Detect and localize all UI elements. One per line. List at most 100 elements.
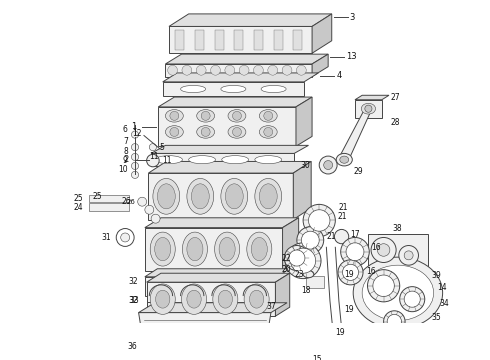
Ellipse shape xyxy=(218,290,232,308)
Text: 25: 25 xyxy=(93,192,102,201)
Polygon shape xyxy=(171,311,185,318)
Text: 15: 15 xyxy=(312,355,322,360)
Polygon shape xyxy=(163,73,318,82)
Circle shape xyxy=(284,246,309,271)
Polygon shape xyxy=(139,303,287,312)
Ellipse shape xyxy=(168,65,177,75)
Circle shape xyxy=(232,111,242,120)
Ellipse shape xyxy=(155,238,171,261)
Polygon shape xyxy=(163,82,304,96)
Text: 31: 31 xyxy=(101,233,111,242)
Circle shape xyxy=(131,162,139,170)
Text: 38: 38 xyxy=(392,224,402,233)
Ellipse shape xyxy=(215,232,240,266)
Polygon shape xyxy=(158,97,312,107)
Polygon shape xyxy=(339,109,372,158)
Ellipse shape xyxy=(225,65,235,75)
Circle shape xyxy=(343,264,359,280)
Circle shape xyxy=(291,248,316,273)
Ellipse shape xyxy=(150,284,175,314)
Ellipse shape xyxy=(187,179,214,214)
Ellipse shape xyxy=(361,103,375,114)
Text: 22: 22 xyxy=(282,255,291,264)
Ellipse shape xyxy=(340,156,349,163)
Polygon shape xyxy=(145,277,277,297)
Ellipse shape xyxy=(196,126,215,138)
Circle shape xyxy=(404,251,413,260)
Text: 1: 1 xyxy=(131,122,136,131)
Polygon shape xyxy=(166,64,312,77)
Ellipse shape xyxy=(166,126,183,138)
Circle shape xyxy=(301,231,319,249)
Ellipse shape xyxy=(157,184,175,209)
Ellipse shape xyxy=(268,65,278,75)
Circle shape xyxy=(373,275,394,297)
Polygon shape xyxy=(234,30,243,50)
Circle shape xyxy=(338,260,363,285)
Polygon shape xyxy=(145,218,298,228)
Ellipse shape xyxy=(353,257,442,329)
Text: 11: 11 xyxy=(162,156,172,165)
Ellipse shape xyxy=(259,109,277,122)
Circle shape xyxy=(232,127,242,136)
Circle shape xyxy=(151,214,160,223)
Polygon shape xyxy=(283,218,298,271)
Circle shape xyxy=(170,111,179,120)
Text: 7: 7 xyxy=(123,137,128,146)
Ellipse shape xyxy=(251,238,268,261)
Polygon shape xyxy=(224,311,239,318)
Circle shape xyxy=(131,144,139,151)
Polygon shape xyxy=(275,273,290,316)
Ellipse shape xyxy=(213,284,238,314)
Circle shape xyxy=(170,127,179,136)
Polygon shape xyxy=(158,107,296,146)
Ellipse shape xyxy=(239,65,249,75)
Circle shape xyxy=(147,154,159,167)
Circle shape xyxy=(399,246,418,265)
Circle shape xyxy=(145,205,154,214)
Text: 25: 25 xyxy=(74,194,83,203)
Polygon shape xyxy=(145,269,290,277)
Polygon shape xyxy=(296,97,312,146)
Circle shape xyxy=(289,250,305,266)
Circle shape xyxy=(324,161,333,170)
Text: 2: 2 xyxy=(123,155,129,164)
Circle shape xyxy=(387,314,401,329)
Circle shape xyxy=(368,270,400,302)
Text: 29: 29 xyxy=(353,167,363,176)
Text: 19: 19 xyxy=(335,328,345,337)
Polygon shape xyxy=(166,54,328,64)
Ellipse shape xyxy=(253,65,263,75)
Polygon shape xyxy=(368,234,428,271)
Polygon shape xyxy=(175,30,184,50)
Polygon shape xyxy=(148,173,294,220)
Text: 14: 14 xyxy=(437,283,447,292)
Ellipse shape xyxy=(336,153,352,166)
Circle shape xyxy=(264,111,273,120)
Circle shape xyxy=(116,229,134,246)
Circle shape xyxy=(371,238,396,262)
Text: 28: 28 xyxy=(391,118,400,127)
Text: 21: 21 xyxy=(326,232,336,241)
Ellipse shape xyxy=(222,156,248,164)
Polygon shape xyxy=(147,282,275,316)
Polygon shape xyxy=(151,145,309,153)
Polygon shape xyxy=(273,30,283,50)
Ellipse shape xyxy=(244,284,269,314)
Circle shape xyxy=(285,243,321,279)
Ellipse shape xyxy=(219,238,235,261)
Ellipse shape xyxy=(228,126,246,138)
Ellipse shape xyxy=(196,109,215,122)
Circle shape xyxy=(319,156,337,174)
Text: 32: 32 xyxy=(128,277,138,286)
Polygon shape xyxy=(147,273,290,282)
Circle shape xyxy=(384,311,405,332)
Ellipse shape xyxy=(153,179,180,214)
Ellipse shape xyxy=(166,109,183,122)
Text: 19: 19 xyxy=(344,270,354,279)
Text: 21: 21 xyxy=(339,203,348,212)
Text: 8: 8 xyxy=(123,147,128,156)
Circle shape xyxy=(201,127,210,136)
Ellipse shape xyxy=(211,65,220,75)
Text: 33: 33 xyxy=(130,296,140,305)
